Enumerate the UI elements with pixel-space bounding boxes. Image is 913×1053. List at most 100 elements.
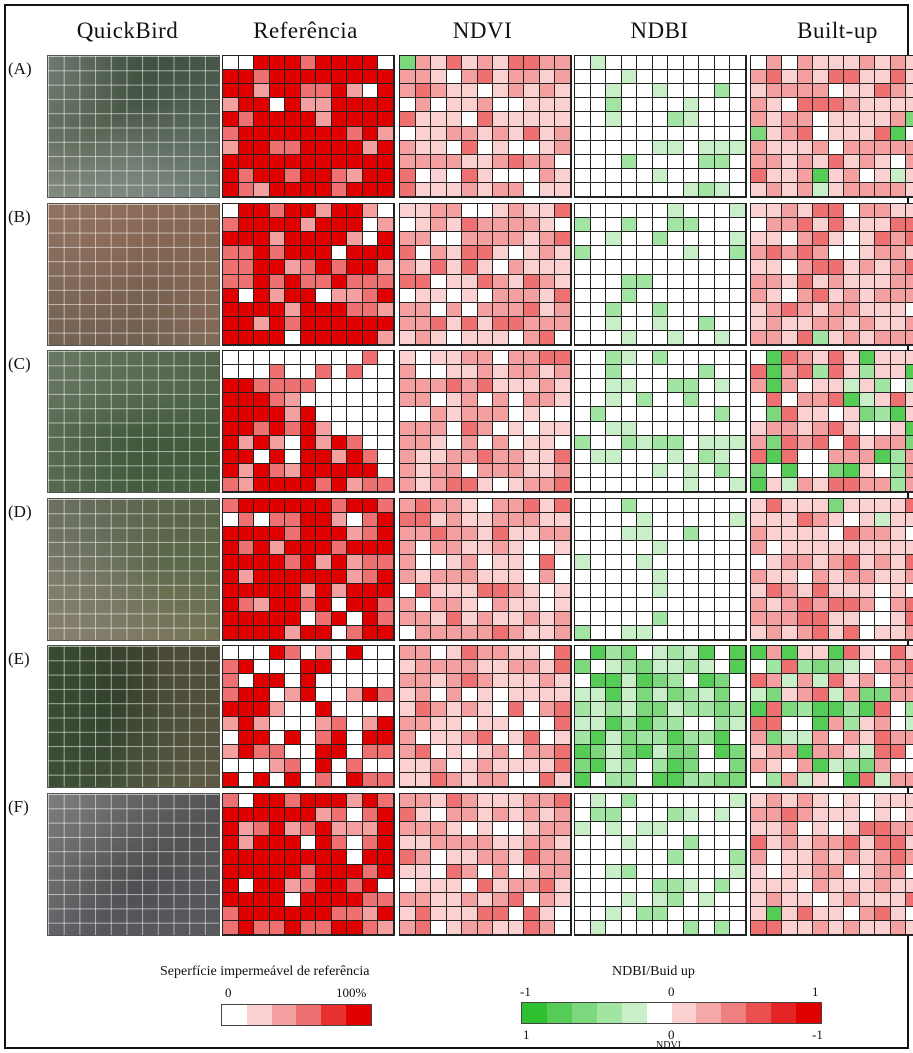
grid-cell [828,407,845,422]
grid-cell [508,527,525,542]
grid-cell [797,407,814,422]
grid-cell [223,302,239,317]
grid-cell [797,744,814,759]
legend-swatch [596,1003,622,1023]
grid-cell [590,246,607,261]
grid-cell [668,98,684,113]
grid-cell [890,611,907,626]
grid-cell [652,379,669,394]
grid-cell [477,527,494,542]
grid-cell [446,154,463,169]
grid-cell [699,597,715,612]
grid-cell [699,477,715,492]
grid-cell [415,906,432,921]
grid-cell [431,822,447,837]
grid-cell [875,246,891,261]
grid-cell [378,822,394,837]
grid-cell [462,84,478,99]
grid-cell [890,260,907,275]
grid-cell [730,168,746,183]
grid-cell [347,702,363,717]
grid-cell [555,140,571,155]
grid-cell [539,274,556,289]
grid-cell [238,98,255,113]
grid-cell [652,541,669,556]
legend-right-top-label-min: -1 [520,984,531,999]
grid-cell [400,555,416,570]
grid-cell [575,836,591,851]
grid-cell [362,393,379,408]
grid-cell [300,674,317,689]
grid-cell [378,730,394,745]
grid-cell [590,435,607,450]
grid-cell [782,393,798,408]
grid-cell [714,611,731,626]
grid-cell [493,730,509,745]
grid-cell [347,772,363,787]
grid-cell [606,794,622,809]
grid-cell [316,182,332,197]
grid-cell [269,477,286,492]
ndbi-grid-e [574,645,747,788]
grid-cell [539,232,556,247]
grid-cell [590,878,607,893]
grid-cell [508,274,525,289]
grid-cell [446,716,463,731]
grid-cell [828,316,845,331]
grid-cell [859,365,876,380]
grid-cell [859,878,876,893]
grid-cell [906,758,913,773]
grid-cell [539,421,556,436]
grid-cell [331,822,348,837]
grid-cell [462,688,478,703]
grid-cell [683,379,700,394]
grid-cell [524,182,540,197]
legend-right-bottom-label-max: 1 [523,1027,530,1042]
grid-cell [524,625,540,640]
grid-cell [890,730,907,745]
grid-cell [378,569,394,584]
grid-cell [890,365,907,380]
grid-cell [508,646,525,661]
grid-cell [890,716,907,731]
grid-cell [766,330,783,345]
grid-cell [730,808,746,823]
grid-cell [347,527,363,542]
grid-cell [590,625,607,640]
grid-cell [859,583,876,598]
grid-cell [699,864,715,879]
grid-cell [828,836,845,851]
grid-cell [362,744,379,759]
grid-cell [223,794,239,809]
grid-cell [766,646,783,661]
grid-cell [524,302,540,317]
grid-cell [652,906,669,921]
grid-cell [347,597,363,612]
grid-cell [875,716,891,731]
grid-cell [524,407,540,422]
grid-cell [508,330,525,345]
grid-cell [590,794,607,809]
grid-cell [285,351,301,366]
grid-cell [362,583,379,598]
grid-cell [668,702,684,717]
grid-cell [683,351,700,366]
grid-cell [378,232,394,247]
grid-cell [331,182,348,197]
grid-cell [238,892,255,907]
grid-cell [575,449,591,464]
grid-cell [415,477,432,492]
grid-cell [782,794,798,809]
grid-cell [782,688,798,703]
grid-cell [797,850,814,865]
grid-cell [844,232,860,247]
grid-cell [238,182,255,197]
grid-cell [269,702,286,717]
grid-cell [269,625,286,640]
grid-cell [621,407,638,422]
grid-cell [813,660,829,675]
grid-cell [316,316,332,331]
grid-cell [400,660,416,675]
grid-cell [316,232,332,247]
grid-cell [699,112,715,127]
